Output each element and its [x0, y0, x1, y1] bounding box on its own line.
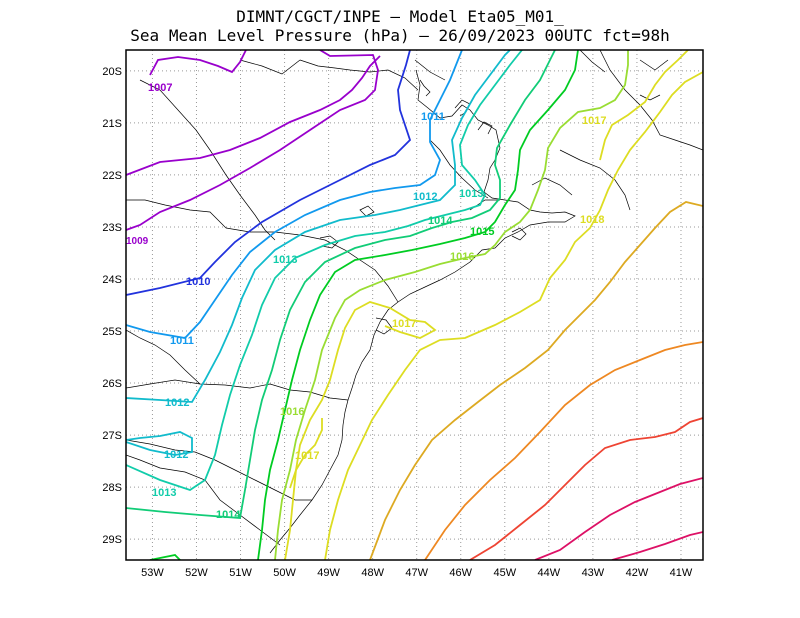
chart-subtitle: Sea Mean Level Pressure (hPa) – 26/09/20…	[130, 26, 670, 45]
isobar-1017a	[284, 301, 437, 560]
isobar-1020	[424, 341, 703, 560]
label-1011b: 1011	[421, 111, 445, 123]
label-1012a: 1012	[165, 397, 189, 409]
isobar-1013a	[126, 50, 523, 491]
lon-tick-label: 45W	[493, 567, 516, 579]
lon-tick-label: 48W	[361, 567, 384, 579]
map-grid	[126, 50, 703, 560]
isobar-1012b	[126, 431, 193, 456]
lon-tick-label: 42W	[626, 567, 649, 579]
lat-tick-label: 29S	[102, 534, 122, 546]
isobar-1007	[149, 50, 247, 76]
label-1014b: 1014	[428, 215, 453, 227]
label-1017c: 1017	[582, 115, 606, 127]
isobar-1018	[324, 71, 703, 560]
isobar-1017c	[599, 50, 689, 161]
label-1012c: 1012	[413, 191, 437, 203]
isobars	[126, 50, 703, 560]
label-1016a: 1016	[450, 251, 474, 263]
lon-tick-label: 43W	[582, 567, 605, 579]
label-1017b: 1017	[295, 450, 319, 462]
lon-tick-label: 47W	[405, 567, 428, 579]
lat-tick-label: 22S	[102, 170, 122, 182]
label-1012b: 1012	[164, 449, 188, 461]
coastline-borders	[126, 50, 703, 554]
isobar-1012a	[126, 50, 511, 403]
isobar-1023	[611, 531, 703, 560]
label-1015: 1015	[470, 226, 494, 238]
isobar-1015	[149, 50, 579, 560]
label-1013b: 1013	[273, 254, 297, 266]
lon-tick-label: 41W	[670, 567, 693, 579]
lon-tick-label: 51W	[229, 567, 252, 579]
isobar-1011	[126, 50, 463, 339]
lat-tick-labels: 20S 21S 22S 23S 24S 25S 26S 27S 28S 29S	[102, 66, 122, 546]
lat-tick-label: 20S	[102, 66, 122, 78]
lon-tick-label: 44W	[538, 567, 561, 579]
lon-tick-label: 53W	[141, 567, 164, 579]
label-1011a: 1011	[170, 335, 194, 347]
label-1017a: 1017	[392, 318, 416, 330]
map-frame	[125, 49, 704, 561]
label-1010: 1010	[186, 276, 210, 288]
coastline	[269, 69, 576, 554]
lat-tick-label: 26S	[102, 378, 122, 390]
lon-tick-label: 46W	[449, 567, 472, 579]
isobar-1009	[126, 50, 379, 231]
isobar-1016	[274, 50, 629, 560]
label-1009: 1009	[126, 236, 149, 247]
isobar-1019	[369, 201, 703, 560]
lat-tick-label: 23S	[102, 222, 122, 234]
isobar-1021	[469, 417, 703, 560]
isobar-1022	[534, 477, 703, 560]
label-1018: 1018	[580, 214, 604, 226]
lat-tick-label: 28S	[102, 482, 122, 494]
chart-title: DIMNT/CGCT/INPE – Model Eta05_M01_	[236, 7, 564, 26]
isobar-1017b	[289, 418, 323, 489]
label-1013c: 1013	[459, 188, 483, 200]
lat-tick-label: 21S	[102, 118, 122, 130]
lat-tick-label: 25S	[102, 326, 122, 338]
lat-tick-label: 27S	[102, 430, 122, 442]
label-1016b: 1016	[280, 406, 304, 418]
label-1014a: 1014	[216, 509, 241, 521]
lon-tick-label: 50W	[273, 567, 296, 579]
label-1007: 1007	[148, 82, 172, 94]
label-1013a: 1013	[152, 487, 176, 499]
isobar-1008	[126, 55, 381, 176]
lon-tick-labels: 53W 52W 51W 50W 49W 48W 47W 46W 45W 44W 43W 42W 41W	[141, 567, 693, 579]
isobar-1014	[126, 50, 556, 519]
isobar-labels: 1007 1009 1010 1011 1011 1012 1012 1012 …	[126, 82, 606, 521]
lon-tick-label: 52W	[185, 567, 208, 579]
lat-tick-label: 24S	[102, 274, 122, 286]
isobar-1010	[126, 50, 412, 296]
lon-tick-label: 49W	[317, 567, 340, 579]
